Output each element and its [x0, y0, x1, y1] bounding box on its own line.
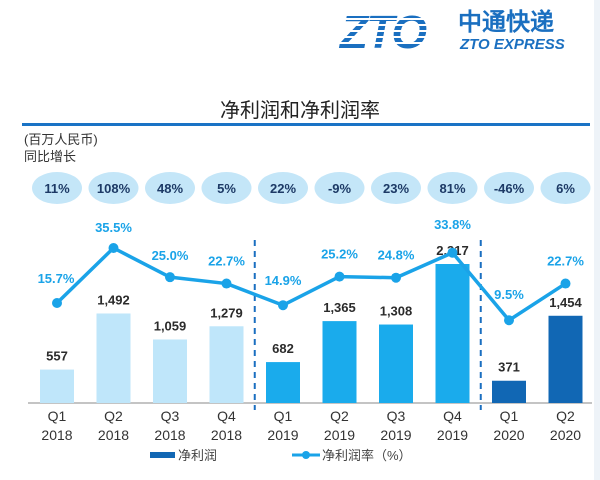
x-tick-year: 2018 [211, 427, 242, 443]
legend-label-net-margin: 净利润率（%） [322, 448, 412, 463]
bar-value-label: 1,365 [323, 300, 356, 315]
net-margin-point [560, 278, 571, 289]
yoy-bubble [32, 172, 82, 204]
bar-net-profit [96, 313, 131, 403]
bar-net-profit [40, 369, 74, 403]
net-margin-label: 33.8% [434, 217, 471, 232]
net-margin-label: 22.7% [208, 254, 245, 269]
yoy-value: 11% [44, 181, 70, 196]
net-margin-label: 25.0% [152, 248, 189, 263]
yoy-value: 6% [556, 181, 575, 196]
bar-value-label: 557 [46, 349, 68, 364]
yoy-value: -9% [328, 181, 352, 196]
bar-value-label: 1,059 [154, 318, 187, 333]
x-tick-quarter: Q1 [500, 408, 519, 424]
units-label: (百万人民币) [24, 132, 98, 147]
yoy-bubble [258, 172, 308, 204]
net-margin-label: 35.5% [95, 220, 132, 235]
net-margin-point [52, 298, 62, 308]
x-tick-year: 2018 [154, 427, 185, 443]
x-tick-quarter: Q1 [274, 408, 293, 424]
bar-value-label: 371 [498, 360, 520, 375]
net-margin-point [221, 278, 232, 289]
title-rule [22, 123, 590, 126]
bar-net-profit [209, 326, 244, 403]
net-margin-label: 15.7% [38, 271, 75, 286]
yoy-bubble [427, 172, 478, 204]
net-margin-point [334, 271, 345, 282]
net-margin-label: 25.2% [321, 247, 358, 262]
x-tick-quarter: Q4 [443, 408, 462, 424]
net-margin-point [108, 243, 119, 253]
x-tick-year: 2019 [437, 427, 468, 443]
bar-value-label: 1,308 [380, 304, 413, 319]
yoy-bubble [314, 172, 365, 204]
net-margin-point [447, 247, 458, 258]
x-tick-year: 2019 [380, 427, 411, 443]
x-tick-quarter: Q4 [217, 408, 236, 424]
bar-net-profit [322, 321, 357, 403]
logo-chinese-name: 中通快递 [458, 8, 554, 36]
zto-logo: ZTO 中通快递 ZTO EXPRESS [338, 6, 565, 54]
net-margin-label: 22.7% [547, 254, 584, 269]
x-tick-quarter: Q2 [330, 408, 349, 424]
x-tick-year: 2019 [267, 427, 298, 443]
yoy-value: 48% [157, 181, 183, 196]
yoy-value: 23% [383, 181, 409, 196]
yoy-bubble [484, 172, 534, 204]
net-margin-label: 24.8% [378, 248, 415, 263]
net-margin-point [165, 272, 175, 283]
net-margin-line [55, 246, 567, 322]
x-tick-quarter: Q2 [556, 408, 575, 424]
zto-logo-mark: ZTO [338, 6, 450, 54]
logo-english-name: ZTO EXPRESS [459, 36, 565, 53]
net-margin-point [278, 300, 288, 311]
x-tick-year: 2018 [98, 427, 129, 443]
yoy-value: 81% [439, 181, 465, 196]
yoy-value: -46% [494, 181, 525, 196]
x-tick-quarter: Q3 [387, 408, 406, 424]
page-edge-strip [594, 0, 600, 480]
x-tick-year: 2019 [324, 427, 355, 443]
chart-title: 净利润和净利润率 [220, 100, 380, 122]
legend-swatch-marker [302, 451, 310, 459]
bar-net-profit [153, 339, 187, 403]
yoy-bubble [540, 172, 591, 204]
yoy-bubble [88, 172, 139, 204]
yoy-value: 22% [270, 181, 296, 196]
yoy-bubble [371, 172, 421, 204]
x-tick-quarter: Q2 [104, 408, 123, 424]
units-block: (百万人民币) 同比增长 [24, 131, 98, 165]
bar-net-profit [379, 324, 413, 403]
x-tick-quarter: Q3 [161, 408, 180, 424]
bar-value-label: 1,279 [210, 305, 243, 320]
bar-value-label: 1,454 [549, 295, 582, 310]
bar-value-label: 682 [272, 341, 294, 356]
yoy-bubble [201, 172, 252, 204]
net-margin-point [504, 315, 514, 326]
x-tick-quarter: Q1 [48, 408, 67, 424]
bar-net-profit [492, 380, 526, 403]
yoy-label: 同比增长 [24, 149, 77, 164]
yoy-bubble [145, 172, 195, 204]
net-margin-label: 14.9% [265, 273, 302, 288]
net-margin-point [391, 272, 401, 283]
bar-net-profit [435, 264, 470, 403]
x-tick-year: 2020 [493, 427, 524, 443]
bar-net-profit [266, 362, 300, 403]
x-tick-year: 2020 [550, 427, 581, 443]
legend-swatch-bar [150, 452, 175, 458]
bar-value-label: 1,492 [97, 292, 130, 307]
x-tick-year: 2018 [41, 427, 72, 443]
yoy-value: 108% [97, 181, 131, 196]
bar-net-profit [548, 315, 583, 403]
legend-label-net-profit: 净利润 [178, 448, 217, 463]
yoy-value: 5% [217, 181, 236, 196]
net-margin-label: 9.5% [494, 287, 524, 302]
